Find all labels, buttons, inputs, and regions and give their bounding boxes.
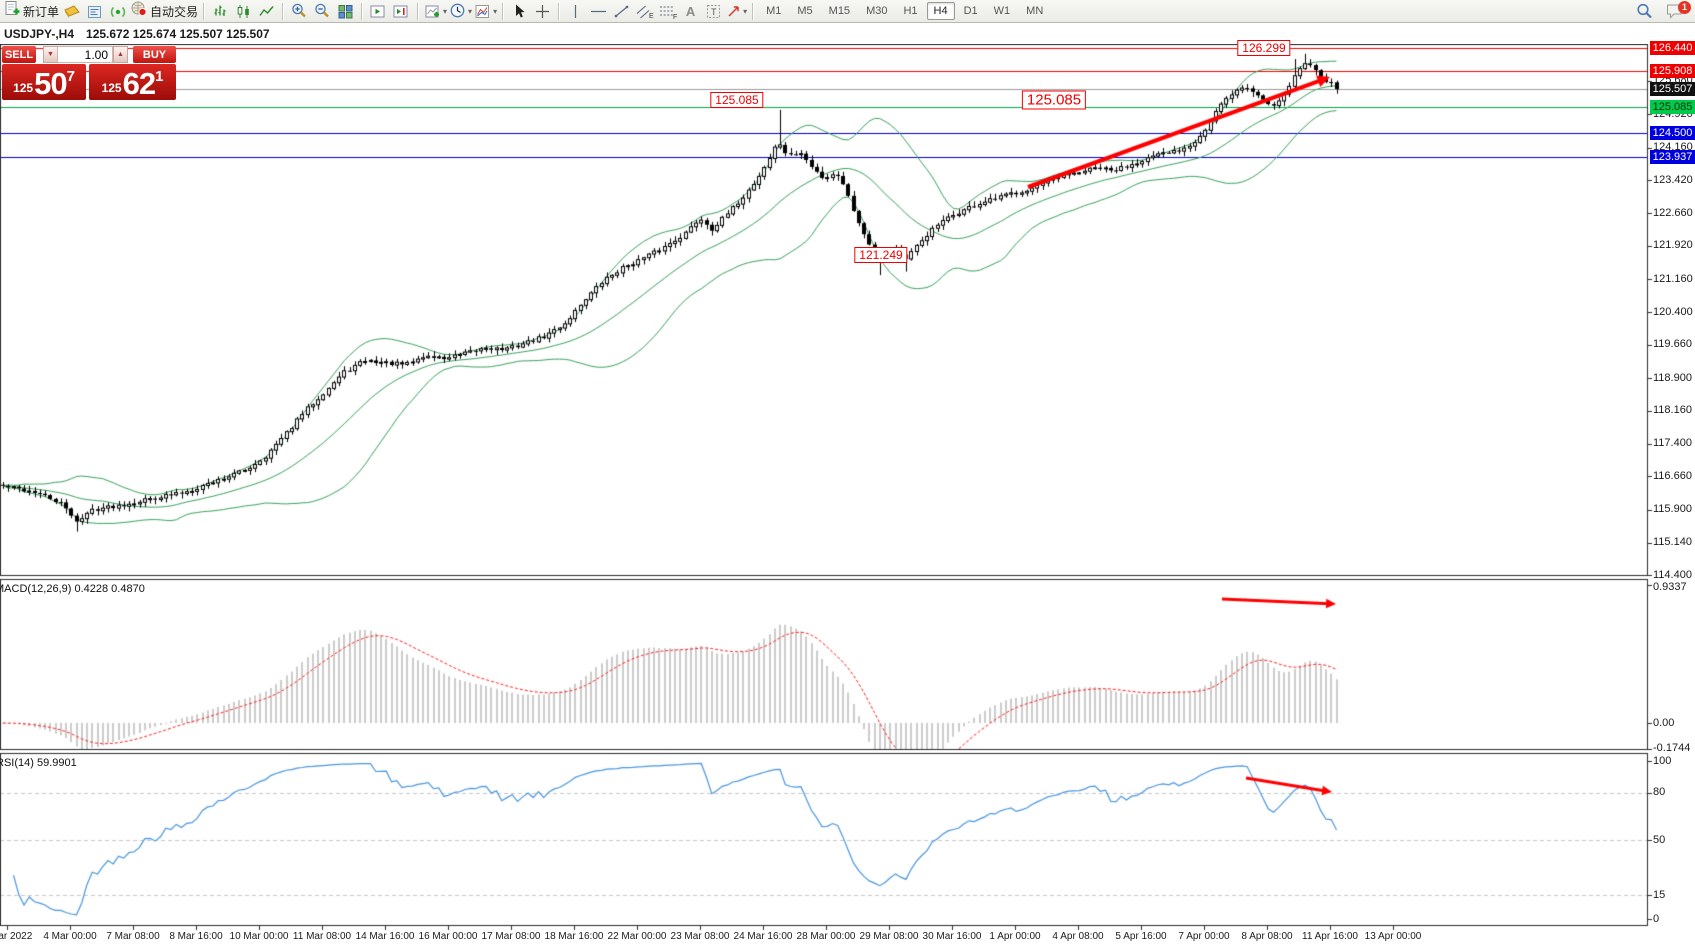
one-click-trading-panel: SELL ▼ 1.00 ▲ BUY 125 50 7 125 62 1 xyxy=(0,44,178,100)
crosshair-icon[interactable] xyxy=(531,1,554,21)
rsi-indicator-label: RSI(14) 59.9901 xyxy=(0,757,77,769)
period-clock-button[interactable]: ▾ xyxy=(448,1,473,21)
buy-price-main: 62 xyxy=(122,66,156,101)
zoom-in-icon[interactable] xyxy=(288,1,311,21)
text-tool-icon[interactable]: A xyxy=(679,1,702,21)
trade-levels-icon[interactable] xyxy=(83,1,106,21)
price-callout[interactable]: 125.085 xyxy=(1021,90,1087,110)
dropdown-arrow-icon: ▾ xyxy=(443,6,448,16)
fibo-letter: F xyxy=(673,14,677,20)
bar-chart-icon[interactable] xyxy=(209,1,232,21)
gold-seal-icon[interactable] xyxy=(60,1,83,21)
cursor-icon[interactable] xyxy=(508,1,531,21)
line-chart-icon[interactable] xyxy=(255,1,278,21)
toolbar-separator xyxy=(558,2,561,20)
new-order-button[interactable]: 新订单 xyxy=(3,1,60,21)
sell-button[interactable]: SELL xyxy=(2,46,36,63)
toolbar-separator xyxy=(417,2,420,20)
symbol-info-bar: USDJPY-,H4 125.672 125.674 125.507 125.5… xyxy=(0,23,1695,44)
volume-input[interactable]: 1.00 xyxy=(57,46,113,63)
sell-price-prefix: 125 xyxy=(13,81,34,95)
down-arrow-icon: ▼ xyxy=(47,51,54,58)
new-chart-button[interactable]: ▾ xyxy=(423,1,448,21)
timeframe-mn[interactable]: MN xyxy=(1026,5,1044,17)
toolbar-separator xyxy=(203,2,206,20)
chart-type-group xyxy=(209,0,278,22)
macd-indicator-label: MACD(12,26,9) 0.4228 0.4870 xyxy=(0,583,145,595)
buy-price-prefix: 125 xyxy=(101,81,122,95)
zoom-out-icon[interactable] xyxy=(311,1,334,21)
buy-price-superscript: 1 xyxy=(155,68,164,85)
ohlc-values: 125.672 125.674 125.507 125.507 xyxy=(86,26,270,41)
channel-letter: E xyxy=(649,13,654,20)
toolbar: 新订单 自动交易 ▾ ▾ ▾ E F xyxy=(0,0,1695,23)
indicators-button[interactable]: ▾ xyxy=(473,1,498,21)
notification-badge: 1 xyxy=(1678,0,1691,14)
autotrade-label: 自动交易 xyxy=(150,4,199,19)
price-callout[interactable]: 125.085 xyxy=(710,92,764,108)
price-callout[interactable]: 121.249 xyxy=(854,247,908,263)
dropdown-arrow-icon: ▾ xyxy=(468,6,473,16)
text-label-tool-icon[interactable]: T xyxy=(702,1,725,21)
toolbar-separator xyxy=(282,2,285,20)
volume-decrease-button[interactable]: ▼ xyxy=(43,46,58,63)
chart-shift-icon[interactable] xyxy=(390,1,413,21)
equidistant-channel-tool-icon[interactable]: E xyxy=(633,1,656,21)
arrows-tool-button[interactable]: ▾ xyxy=(725,1,748,21)
toolbar-separator xyxy=(752,2,755,20)
chat-notifications-button[interactable]: 1 xyxy=(1664,0,1692,21)
volume-increase-button[interactable]: ▲ xyxy=(113,46,128,63)
new-order-label: 新订单 xyxy=(23,4,60,19)
timeframe-w1[interactable]: W1 xyxy=(993,5,1011,17)
price-callout[interactable]: 126.299 xyxy=(1237,40,1291,56)
autotrade-button[interactable]: 自动交易 xyxy=(129,1,199,21)
drawing-tools-group: E F A T ▾ xyxy=(564,0,748,22)
vertical-line-tool-icon[interactable] xyxy=(564,1,587,21)
candlestick-chart-icon[interactable] xyxy=(232,1,255,21)
symbol-period-label: USDJPY-,H4 xyxy=(4,26,75,41)
buy-button[interactable]: BUY xyxy=(133,46,176,63)
toolbar-separator xyxy=(502,2,505,20)
chart-tools-group: ▾ ▾ ▾ xyxy=(423,0,498,22)
text-tool-letter: A xyxy=(685,3,696,19)
fibonacci-tool-icon[interactable]: F xyxy=(656,1,679,21)
trendline-tool-icon[interactable] xyxy=(610,1,633,21)
timeframe-group: M1 M5 M15 M30 H1 H4 D1 W1 MN xyxy=(758,0,1051,22)
toolbar-separator xyxy=(361,2,364,20)
zoom-group xyxy=(288,0,357,22)
auto-scroll-icon[interactable] xyxy=(367,1,390,21)
new-order-icon xyxy=(4,0,21,22)
buy-price-button[interactable]: 125 62 1 xyxy=(89,64,176,100)
timeframe-m30[interactable]: M30 xyxy=(866,5,888,17)
timeframe-h1[interactable]: H1 xyxy=(903,5,918,17)
up-arrow-icon: ▲ xyxy=(117,51,124,58)
search-icon[interactable] xyxy=(1633,1,1656,21)
autotrade-icon xyxy=(130,0,148,22)
sell-price-button[interactable]: 125 50 7 xyxy=(2,64,86,100)
dropdown-arrow-icon: ▾ xyxy=(743,6,748,16)
scroll-group xyxy=(367,0,413,22)
tile-windows-icon[interactable] xyxy=(334,1,357,21)
timeframe-m1[interactable]: M1 xyxy=(766,5,782,17)
cursor-group xyxy=(508,0,554,22)
signal-icon[interactable] xyxy=(106,1,129,21)
timeframe-d1[interactable]: D1 xyxy=(963,5,978,17)
sell-price-superscript: 7 xyxy=(66,68,75,85)
timeframe-h4[interactable]: H4 xyxy=(926,2,955,20)
timeframe-m15[interactable]: M15 xyxy=(828,5,851,17)
timeframe-m5[interactable]: M5 xyxy=(797,5,813,17)
trade-toolbar-group: 新订单 自动交易 xyxy=(3,0,199,22)
sell-price-main: 50 xyxy=(34,66,67,101)
right-toolbar-group: 1 xyxy=(1633,0,1692,22)
horizontal-line-tool-icon[interactable] xyxy=(587,1,610,21)
svg-text:T: T xyxy=(711,7,717,17)
dropdown-arrow-icon: ▾ xyxy=(493,6,498,16)
